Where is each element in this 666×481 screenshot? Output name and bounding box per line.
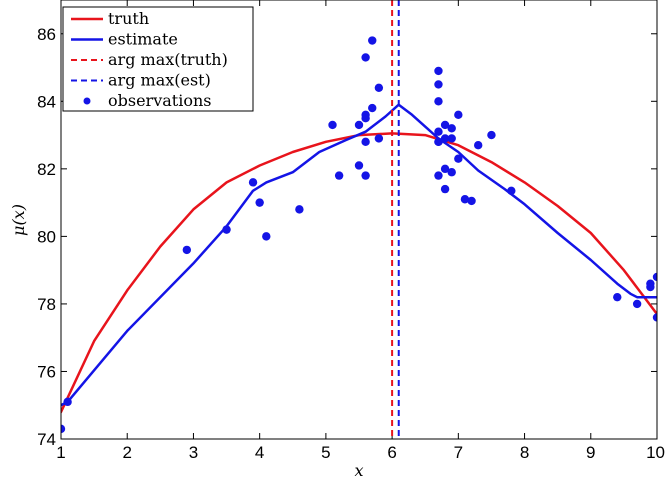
y-tick-label: 76 — [37, 362, 56, 381]
x-tick-label: 1 — [56, 443, 65, 462]
observation-point — [440, 184, 450, 194]
x-tick-label: 6 — [387, 443, 396, 462]
observation-point — [632, 299, 642, 309]
observation-point — [440, 164, 450, 174]
observation-point — [454, 154, 463, 163]
observation-point — [474, 141, 483, 150]
y-tick-label: 82 — [37, 160, 56, 179]
observation-point — [248, 178, 258, 187]
observation-point — [361, 110, 370, 120]
observation-point — [487, 130, 496, 140]
observation-point — [434, 97, 443, 106]
y-tick-label: 84 — [37, 92, 56, 111]
x-tick-label: 7 — [454, 443, 463, 462]
observation-point — [222, 225, 231, 234]
observation-point — [652, 272, 657, 282]
legend-label: arg max(est) — [108, 71, 211, 90]
observation-point — [434, 66, 443, 76]
observation-point — [334, 171, 344, 180]
plot-frame — [60, 0, 658, 440]
observation-point — [374, 83, 384, 93]
observation-point — [434, 137, 443, 147]
x-tick-label: 5 — [321, 443, 330, 462]
observation-point — [447, 134, 456, 143]
legend-swatch — [83, 97, 91, 105]
x-tick-label: 4 — [255, 443, 264, 462]
data-layer — [61, 0, 657, 439]
observation-point — [434, 171, 443, 180]
observation-point — [447, 168, 456, 177]
observation-point — [255, 198, 264, 207]
observation-point — [646, 282, 655, 292]
observation-point — [61, 424, 66, 434]
observation-point — [361, 171, 370, 180]
observation-point — [295, 205, 304, 214]
x-tick-label: 2 — [122, 443, 131, 462]
observation-point — [507, 186, 516, 195]
x-tick-label: 9 — [586, 443, 595, 462]
y-tick-label: 86 — [37, 25, 56, 44]
x-tick-label: 3 — [189, 443, 198, 462]
legend-label: estimate — [108, 30, 178, 49]
x-tick-label: 8 — [520, 443, 529, 462]
legend-box — [62, 6, 254, 112]
observation-point — [182, 245, 192, 255]
y-tick-label: 80 — [37, 227, 56, 246]
observation-point — [440, 120, 450, 130]
observation-point — [262, 232, 271, 241]
observation-point — [368, 36, 377, 45]
observation-point — [328, 120, 337, 130]
observation-point — [361, 137, 370, 147]
observation-point — [63, 397, 72, 407]
observation-point — [354, 120, 364, 130]
observation-point — [467, 196, 476, 206]
y-axis-label: μ(x) — [9, 204, 28, 236]
legend-label: observations — [108, 91, 211, 110]
legend-label: truth — [108, 9, 149, 28]
observation-point — [460, 195, 470, 204]
observation-point — [354, 161, 364, 170]
legend-label: arg max(truth) — [108, 50, 228, 69]
observation-point — [374, 134, 384, 143]
observation-point — [447, 124, 456, 133]
observation-point — [434, 127, 443, 136]
observation-point — [361, 53, 370, 62]
observation-point — [652, 313, 657, 322]
x-tick-label: 10 — [646, 443, 665, 462]
observation-point — [454, 110, 463, 120]
x-axis-label: x — [354, 461, 363, 480]
y-tick-label: 78 — [37, 295, 56, 314]
observation-point — [434, 80, 443, 89]
observation-point — [440, 134, 450, 143]
observation-point — [613, 292, 622, 302]
y-tick-label: 74 — [37, 430, 56, 449]
observation-point — [368, 103, 377, 113]
